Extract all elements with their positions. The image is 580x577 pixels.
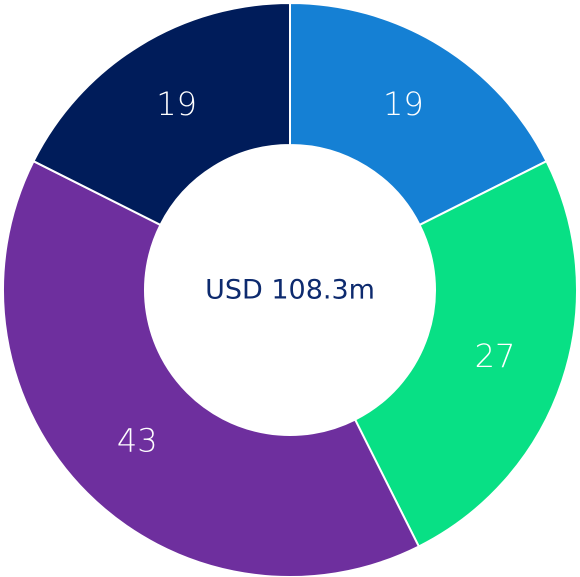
donut-segment (289, 1, 548, 227)
data-label: 43 (117, 422, 158, 460)
center-label: USD 108.3m (205, 275, 375, 306)
donut-segment (353, 159, 578, 548)
data-label: 19 (383, 85, 424, 123)
donut-segment (32, 1, 291, 227)
donut-segment (2, 159, 421, 577)
data-label: 19 (156, 85, 197, 123)
data-label: 27 (475, 337, 516, 375)
